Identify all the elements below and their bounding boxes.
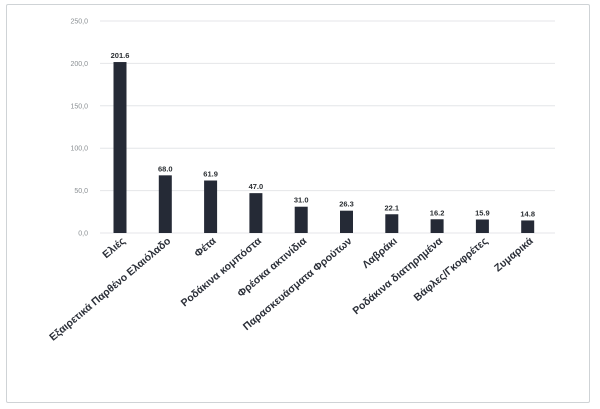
y-tick-label: 150,0 bbox=[70, 103, 88, 110]
data-label: 15.9 bbox=[475, 209, 490, 218]
chart-frame bbox=[6, 4, 590, 403]
bar bbox=[204, 180, 218, 233]
data-label: 14.8 bbox=[520, 209, 535, 218]
x-tick-label: Λαβράκι bbox=[360, 235, 400, 271]
y-axis-ticks: 0,0 50,0 100,0 150,0 200,0 250,0 bbox=[70, 19, 88, 238]
bars bbox=[113, 62, 535, 234]
data-label: 22.1 bbox=[384, 203, 399, 212]
data-label: 26.3 bbox=[339, 200, 354, 209]
bar bbox=[249, 193, 263, 233]
data-label: 31.0 bbox=[294, 196, 309, 205]
data-labels: 201.6 68.0 61.9 47.0 31.0 26.3 22.1 16.2 15.9 14.… bbox=[111, 51, 535, 218]
x-tick-label: Ελιές bbox=[100, 235, 128, 261]
x-tick-label: Ροδάκινα κομπόστα bbox=[179, 235, 265, 309]
bar bbox=[113, 62, 127, 234]
bar bbox=[294, 206, 308, 233]
x-tick-label: Φέτα bbox=[192, 235, 219, 260]
y-tick-label: 0,0 bbox=[78, 231, 88, 238]
bar bbox=[475, 219, 489, 233]
data-label: 47.0 bbox=[249, 182, 264, 191]
data-label: 201.6 bbox=[111, 51, 130, 60]
x-tick-label: Βάφλες/Γκοφρέτες bbox=[412, 235, 491, 304]
y-tick-label: 50,0 bbox=[74, 188, 88, 195]
data-label: 16.2 bbox=[430, 208, 445, 217]
bar bbox=[521, 220, 535, 233]
bar bbox=[158, 175, 172, 233]
y-tick-label: 100,0 bbox=[70, 146, 88, 153]
bar bbox=[430, 219, 444, 233]
data-label: 61.9 bbox=[203, 170, 218, 179]
bar bbox=[385, 214, 399, 233]
y-tick-label: 200,0 bbox=[70, 61, 88, 68]
data-label: 68.0 bbox=[158, 164, 173, 173]
x-tick-label: Ζυμαρικά bbox=[492, 235, 536, 275]
bar bbox=[340, 210, 353, 233]
x-tick-label: Ροδάκινα διατηρημένα bbox=[350, 235, 445, 317]
y-tick-label: 250,0 bbox=[70, 19, 88, 26]
